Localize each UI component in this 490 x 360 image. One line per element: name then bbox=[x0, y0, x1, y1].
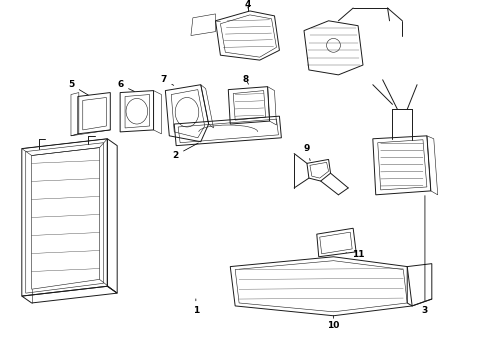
Text: 4: 4 bbox=[245, 0, 251, 9]
Text: 3: 3 bbox=[422, 195, 428, 315]
Text: 6: 6 bbox=[117, 80, 134, 91]
Text: 2: 2 bbox=[172, 143, 198, 160]
Text: 11: 11 bbox=[346, 250, 365, 259]
Text: 7: 7 bbox=[160, 75, 174, 85]
Text: 8: 8 bbox=[243, 75, 249, 84]
Text: 1: 1 bbox=[193, 299, 199, 315]
Text: 9: 9 bbox=[304, 144, 310, 161]
Text: 5: 5 bbox=[68, 80, 88, 95]
Text: 10: 10 bbox=[327, 316, 340, 330]
